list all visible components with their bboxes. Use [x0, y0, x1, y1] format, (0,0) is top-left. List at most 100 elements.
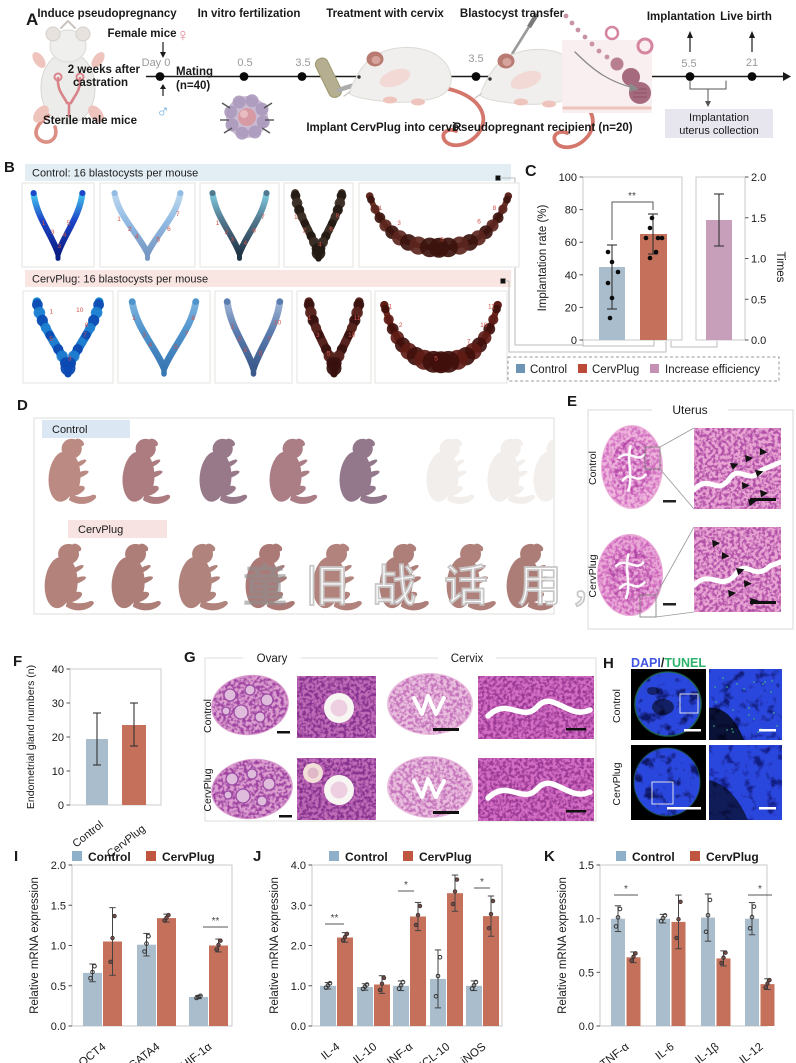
svg-text:2: 2 [303, 228, 307, 235]
svg-text:Relative mRNA expression: Relative mRNA expression [269, 877, 281, 1014]
svg-text:Live birth: Live birth [720, 11, 772, 23]
svg-text:3: 3 [230, 237, 234, 244]
svg-text:Implantation: Implantation [647, 11, 715, 23]
svg-text:Control: Control [611, 689, 623, 723]
svg-text:7: 7 [176, 211, 180, 218]
svg-text:6: 6 [167, 226, 171, 233]
svg-text:K: K [544, 848, 555, 865]
svg-text:10: 10 [348, 332, 356, 339]
svg-text:5: 5 [327, 351, 331, 358]
svg-text:5: 5 [174, 344, 178, 351]
svg-text:6: 6 [252, 228, 256, 235]
svg-text:10: 10 [52, 766, 64, 778]
svg-text:CervPlug: CervPlug [592, 364, 639, 376]
svg-text:0.5: 0.5 [579, 967, 594, 979]
svg-text:8: 8 [336, 212, 340, 219]
svg-text:40: 40 [565, 270, 577, 282]
svg-text:20: 20 [565, 302, 577, 314]
svg-text:Increase efficiency: Increase efficiency [665, 364, 760, 376]
svg-text:3.5: 3.5 [295, 57, 310, 69]
svg-text:话: 话 [444, 562, 488, 611]
svg-text:4: 4 [63, 232, 67, 239]
svg-text:Implantation: Implantation [689, 112, 749, 124]
svg-text:*: * [404, 880, 408, 891]
svg-text:8: 8 [85, 322, 89, 329]
svg-text:Implantation rate (%): Implantation rate (%) [537, 204, 549, 311]
svg-text:80: 80 [565, 205, 577, 217]
svg-text:3: 3 [68, 356, 72, 363]
svg-text:1.0: 1.0 [579, 914, 594, 926]
svg-text:Times: Times [774, 252, 786, 283]
svg-text:4: 4 [135, 234, 139, 241]
svg-text:6: 6 [477, 219, 481, 226]
svg-text:7: 7 [185, 330, 189, 337]
svg-text:1.5: 1.5 [751, 213, 766, 225]
svg-text:Control: Control [88, 850, 131, 864]
svg-text:Control: Control [530, 364, 567, 376]
svg-text:*: * [480, 877, 484, 888]
svg-text:1.5: 1.5 [51, 900, 66, 912]
svg-text:10: 10 [274, 319, 282, 326]
svg-text:100: 100 [559, 172, 577, 184]
svg-text:2: 2 [237, 336, 241, 343]
svg-text:8: 8 [191, 315, 195, 322]
svg-text:Control: Control [345, 850, 388, 864]
svg-text:5.5: 5.5 [681, 58, 696, 70]
svg-text:3: 3 [316, 332, 320, 339]
svg-text:10: 10 [480, 322, 488, 329]
svg-text:Control: Control [52, 424, 87, 436]
svg-text:Cervix: Cervix [451, 653, 484, 665]
svg-text:2: 2 [128, 226, 132, 233]
svg-text:D: D [17, 397, 28, 414]
svg-text:60: 60 [565, 237, 577, 249]
svg-text:3: 3 [142, 332, 146, 339]
svg-text:5: 5 [434, 356, 438, 363]
svg-text:♂: ♂ [156, 101, 170, 121]
svg-text:B: B [4, 159, 15, 176]
svg-text:0.5: 0.5 [237, 57, 252, 69]
svg-text:Control: Control [202, 699, 214, 733]
svg-text:CervPlug: CervPlug [611, 762, 623, 805]
svg-text:0.0: 0.0 [751, 335, 766, 347]
svg-text:0.0: 0.0 [51, 1021, 66, 1033]
svg-text:3: 3 [57, 243, 61, 250]
svg-text:2: 2 [399, 322, 403, 329]
svg-text:DAPI/TUNEL: DAPI/TUNEL [631, 656, 706, 670]
svg-text:Endometrial gland numbers (n): Endometrial gland numbers (n) [25, 665, 37, 809]
svg-text:1: 1 [49, 309, 53, 316]
svg-text:1: 1 [230, 324, 234, 331]
svg-text:In vitro fertilization: In vitro fertilization [198, 8, 301, 20]
svg-text:Treatment with cervix: Treatment with cervix [326, 8, 444, 20]
svg-text:Day 0: Day 0 [142, 57, 171, 69]
svg-text:旧: 旧 [305, 562, 349, 611]
svg-text:3: 3 [397, 220, 401, 227]
svg-text:J: J [253, 848, 261, 865]
svg-text:21: 21 [746, 57, 758, 69]
svg-text:5: 5 [440, 237, 444, 244]
svg-text:Implant CervPlug into cervix: Implant CervPlug into cervix [306, 122, 462, 134]
svg-text:5: 5 [67, 220, 71, 227]
svg-text:F: F [13, 653, 22, 670]
svg-text:1: 1 [379, 205, 383, 212]
svg-text:1.0: 1.0 [51, 941, 66, 953]
svg-text:4: 4 [148, 342, 152, 349]
svg-text:uterus collection: uterus collection [679, 125, 759, 137]
svg-text:*: * [758, 884, 762, 895]
svg-text:2 weeks after: 2 weeks after [68, 64, 141, 76]
svg-text:C: C [525, 163, 537, 180]
svg-text:CervPlug: CervPlug [419, 850, 472, 864]
svg-text:Relative mRNA expression: Relative mRNA expression [557, 877, 569, 1014]
svg-text:Pseudopregnant recipient (n=20: Pseudopregnant recipient (n=20) [453, 122, 632, 134]
svg-text:1: 1 [42, 220, 46, 227]
svg-text:0: 0 [58, 800, 64, 812]
svg-text:CervPlug: CervPlug [78, 524, 123, 536]
svg-text:Uterus: Uterus [672, 403, 707, 417]
svg-text:**: ** [331, 913, 339, 924]
svg-text:童: 童 [243, 562, 287, 611]
svg-text:1.0: 1.0 [751, 254, 766, 266]
svg-text:E: E [567, 393, 577, 410]
svg-text:3.0: 3.0 [291, 900, 306, 912]
svg-text:4: 4 [243, 240, 247, 247]
svg-text:Induce pseudopregnancy: Induce pseudopregnancy [37, 8, 177, 20]
svg-text:0.5: 0.5 [51, 981, 66, 993]
